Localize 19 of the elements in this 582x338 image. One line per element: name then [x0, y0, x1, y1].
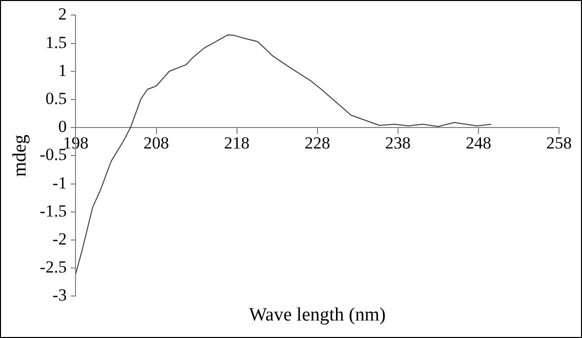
- x-tick-label: 258: [546, 133, 572, 152]
- x-tick-label: 228: [304, 133, 330, 152]
- y-tick-label: 1: [58, 60, 67, 80]
- y-axis-title: mdeg: [9, 134, 30, 177]
- x-tick-label: 248: [466, 133, 492, 152]
- x-tick-label: 218: [224, 133, 250, 152]
- y-tick-label: -2: [52, 229, 67, 248]
- y-tick-label: -1: [52, 173, 67, 192]
- y-tick-label: -3: [52, 286, 67, 305]
- y-tick-label: 0.5: [45, 88, 67, 108]
- y-tick-label: -0.5: [40, 145, 67, 164]
- y-tick-label: -1.5: [40, 201, 67, 220]
- y-tick-label: -2.5: [40, 258, 67, 277]
- x-axis-title: Wave length (nm): [249, 304, 386, 326]
- x-tick-label: 238: [385, 133, 411, 152]
- y-tick-label: 2: [58, 4, 67, 24]
- y-tick-label: 0: [58, 117, 67, 136]
- y-tick-label: 1.5: [45, 32, 67, 52]
- x-tick-label: 208: [144, 133, 170, 152]
